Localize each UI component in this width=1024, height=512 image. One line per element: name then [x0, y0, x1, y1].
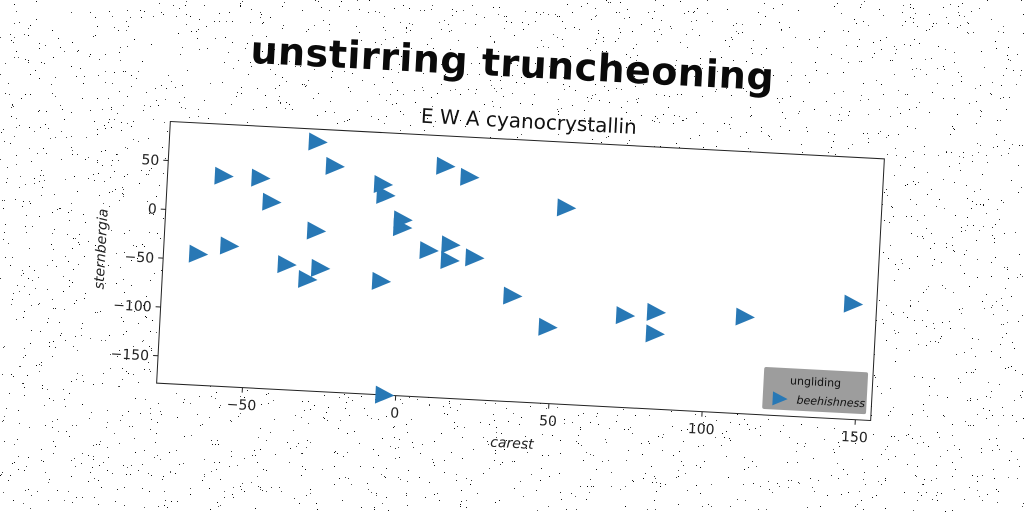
data-point	[310, 258, 331, 277]
y-tick-label: 0	[147, 201, 157, 217]
y-tick-label: −100	[113, 297, 152, 315]
data-point	[556, 198, 577, 217]
plot-frame	[156, 120, 885, 422]
data-point	[460, 167, 480, 186]
data-point	[298, 269, 318, 288]
y-tick-label: −50	[124, 249, 154, 267]
legend-marker	[772, 391, 788, 406]
y-tick-label: −150	[110, 346, 149, 364]
data-point	[615, 306, 636, 325]
data-point	[306, 221, 327, 240]
data-point	[219, 236, 240, 255]
ticks-layer: −50 0 50 100 150 50 0 −50 −100 −150	[110, 152, 869, 446]
data-point	[646, 302, 667, 321]
legend-title: ungliding	[790, 374, 842, 390]
data-point	[308, 132, 328, 151]
x-tick-label: −50	[226, 397, 256, 415]
x-tick-label: 150	[841, 429, 869, 446]
x-tick-label: 50	[539, 413, 558, 430]
data-point	[392, 218, 413, 237]
data-point	[440, 250, 460, 269]
chart-rotated-group: E W A cyanocrystallin −50 0 50 100 150500−50…	[91, 104, 885, 453]
data-point	[645, 324, 665, 343]
data-point	[735, 307, 755, 326]
data-point	[419, 241, 439, 260]
legend-entry-beehishness: beehishness	[796, 394, 865, 411]
data-point	[436, 156, 456, 175]
legend: ungliding beehishness	[762, 366, 869, 415]
data-point	[465, 248, 485, 267]
points-layer	[188, 132, 864, 404]
data-point	[251, 168, 271, 187]
data-point	[262, 192, 282, 211]
x-tick-label: 0	[390, 405, 400, 421]
data-point	[538, 317, 558, 336]
x-axis-label: carest	[490, 435, 535, 453]
data-point	[441, 235, 461, 254]
y-tick-label: 50	[141, 152, 160, 169]
legend-box	[762, 366, 869, 415]
data-point	[371, 271, 392, 290]
data-point	[214, 166, 234, 185]
data-point	[277, 255, 297, 274]
chart-title: E W A cyanocrystallin	[420, 104, 637, 139]
data-point	[376, 185, 396, 204]
y-axis-label: sternbergia	[91, 208, 111, 289]
data-point	[325, 156, 345, 175]
data-point	[843, 294, 864, 313]
data-point	[188, 244, 209, 263]
x-tick-label: 100	[687, 421, 715, 438]
data-point	[374, 385, 395, 404]
data-point	[503, 286, 523, 305]
